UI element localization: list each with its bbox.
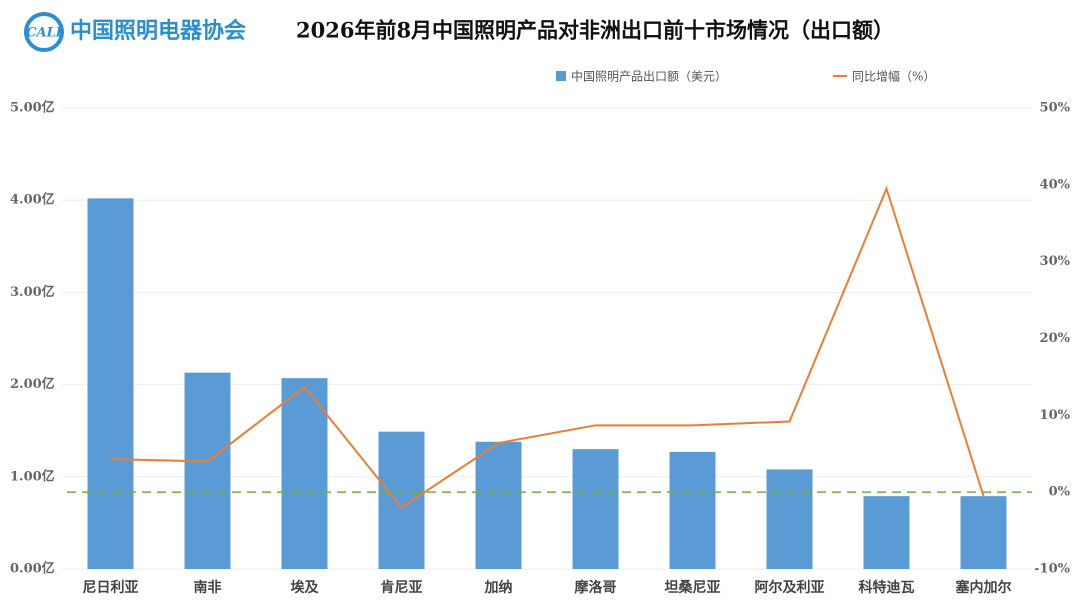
y2-tick-label: 20% — [1040, 331, 1071, 346]
x-tick-label: 肯尼亚 — [381, 579, 423, 596]
bar — [572, 449, 619, 569]
x-tick-label: 坦桑尼亚 — [665, 580, 721, 596]
bar — [475, 441, 522, 569]
y-tick-label: 1.00亿 — [10, 468, 55, 484]
x-tick-label: 南非 — [194, 579, 222, 596]
x-tick-label: 阿尔及利亚 — [755, 579, 825, 596]
bar — [669, 451, 716, 569]
y2-tick-label: 10% — [1040, 408, 1071, 423]
x-tick-label: 摩洛哥 — [575, 579, 617, 596]
bar — [184, 372, 231, 569]
bar — [87, 198, 134, 569]
bar — [281, 378, 328, 569]
logo-ring — [24, 12, 64, 52]
bar — [766, 469, 813, 569]
line — [110, 185, 985, 509]
x-tick-label: 尼日利亚 — [83, 579, 139, 596]
x-tick-label: 科特迪瓦 — [859, 579, 915, 596]
bar — [960, 496, 1007, 569]
logo-text: 中国照明电器协会 — [70, 18, 246, 44]
logo-mark: CALI — [26, 26, 63, 41]
y-tick-label: 0.00亿 — [10, 561, 55, 577]
x-tick-label: 加纳 — [484, 579, 513, 596]
y2-tick-label: -10% — [1034, 562, 1070, 577]
y-tick-label: 3.00亿 — [10, 284, 55, 300]
legend-label: 中国照明产品出口额（美元） — [571, 69, 727, 84]
bar — [863, 496, 910, 569]
y2-tick-label: 0% — [1049, 485, 1071, 500]
legend-swatch — [556, 71, 566, 81]
y2-tick-label: 40% — [1040, 177, 1071, 192]
y-tick-label: 5.00亿 — [10, 100, 55, 116]
x-tick-label: 埃及 — [291, 579, 320, 596]
y2-tick-label: 50% — [1040, 101, 1071, 116]
y2-tick-label: 30% — [1040, 254, 1071, 269]
x-tick-label: 塞内加尔 — [956, 579, 1012, 596]
legend-label: 同比增幅（%） — [852, 69, 935, 84]
chart-title: 2026年前8月中国照明产品对非洲出口前十市场情况（出口额） — [296, 18, 894, 43]
y-tick-label: 2.00亿 — [10, 376, 55, 392]
y-tick-label: 4.00亿 — [10, 192, 55, 208]
bar — [378, 431, 425, 569]
